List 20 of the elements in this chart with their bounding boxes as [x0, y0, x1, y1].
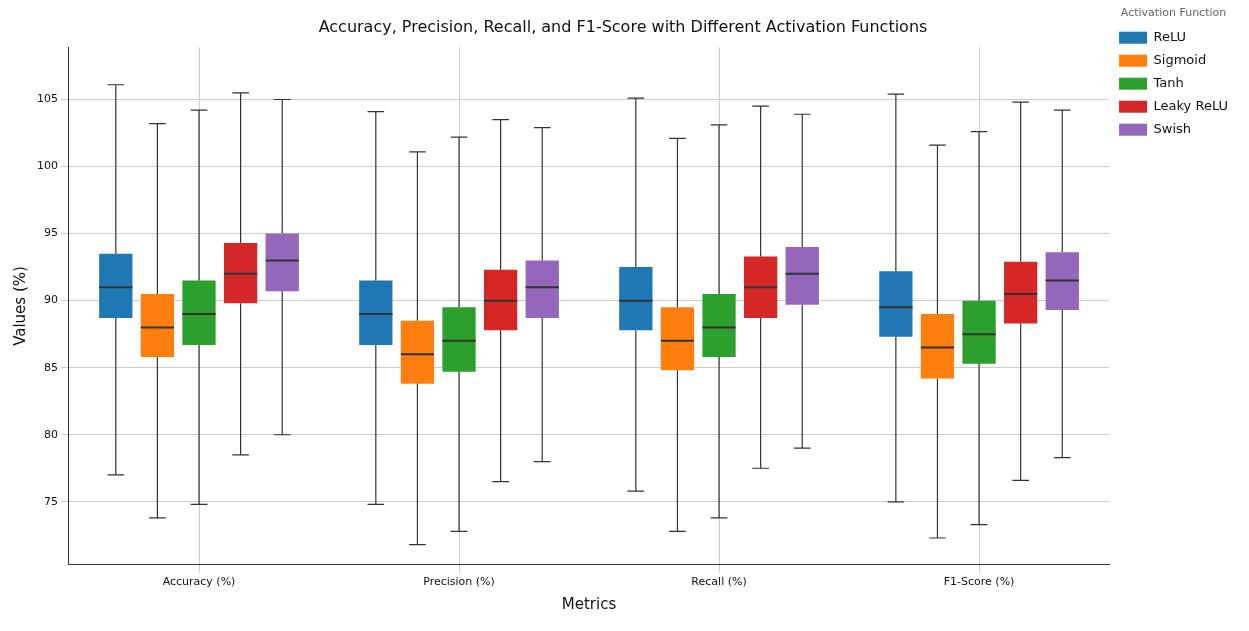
y-tick-label: 85	[44, 360, 58, 374]
x-tick-label: Accuracy (%)	[162, 575, 236, 589]
x-tick-label: Precision (%)	[423, 575, 495, 589]
legend-label: ReLU	[1153, 29, 1187, 45]
y-tick-label: 80	[44, 427, 58, 441]
x-tick-label: Recall (%)	[691, 575, 747, 589]
y-tick-label: 90	[44, 293, 58, 307]
y-tick-label: 95	[44, 226, 58, 240]
y-tick-label: 105	[37, 92, 58, 106]
y-tick-label: 75	[44, 494, 58, 508]
x-axis-title: Metrics	[561, 594, 617, 613]
legend-title: Activation Function	[1120, 6, 1227, 20]
legend-label: Leaky ReLU	[1153, 98, 1229, 114]
legend-label: Tanh	[1152, 75, 1184, 91]
legend-label: Sigmoid	[1153, 52, 1207, 68]
y-axis-title: Values (%)	[10, 266, 29, 346]
y-tick-label: 100	[37, 159, 58, 173]
x-tick-label: F1-Score (%)	[943, 575, 1015, 589]
legend-label: Swish	[1153, 121, 1192, 137]
chart-title: Accuracy, Precision, Recall, and F1-Score with Different Activation Functions	[318, 16, 928, 36]
